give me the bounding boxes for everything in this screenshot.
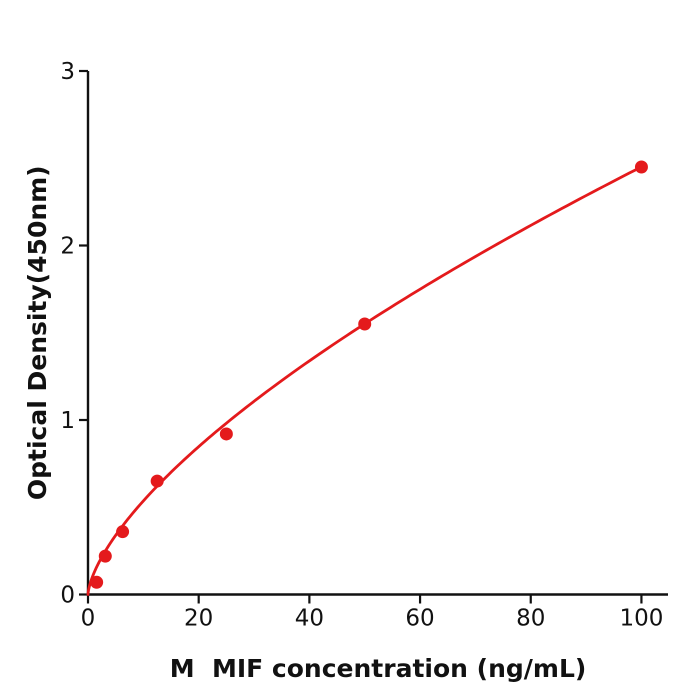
axes-spines bbox=[86, 71, 668, 596]
data-point bbox=[150, 474, 164, 488]
x-tick-label: 40 bbox=[295, 606, 324, 632]
y-tick-label: 0 bbox=[60, 583, 75, 609]
x-axis-label: M MIF concentration (ng/mL) bbox=[170, 654, 587, 683]
data-point bbox=[219, 427, 233, 441]
data-point bbox=[90, 575, 104, 589]
x-tick-label: 80 bbox=[516, 606, 545, 632]
data-point bbox=[634, 160, 648, 174]
x-axis-ticks: 0 20 40 60 80 100 bbox=[81, 594, 663, 632]
data-point bbox=[116, 525, 130, 539]
y-tick-label: 2 bbox=[60, 234, 75, 260]
y-axis-label: Optical Density(450nm) bbox=[23, 165, 52, 500]
fit-curve-line bbox=[86, 165, 643, 596]
y-tick-label: 1 bbox=[60, 408, 75, 434]
x-tick-label: 0 bbox=[81, 606, 96, 632]
x-tick-label: 60 bbox=[405, 606, 434, 632]
x-tick-label: 20 bbox=[184, 606, 213, 632]
data-point bbox=[358, 317, 372, 331]
data-point bbox=[98, 549, 112, 563]
x-tick-label: 100 bbox=[619, 606, 663, 632]
y-axis-ticks: 0 1 2 3 bbox=[60, 59, 88, 609]
axis-spine bbox=[86, 71, 668, 596]
data-points-group bbox=[90, 160, 648, 589]
y-tick-label: 3 bbox=[60, 59, 75, 85]
